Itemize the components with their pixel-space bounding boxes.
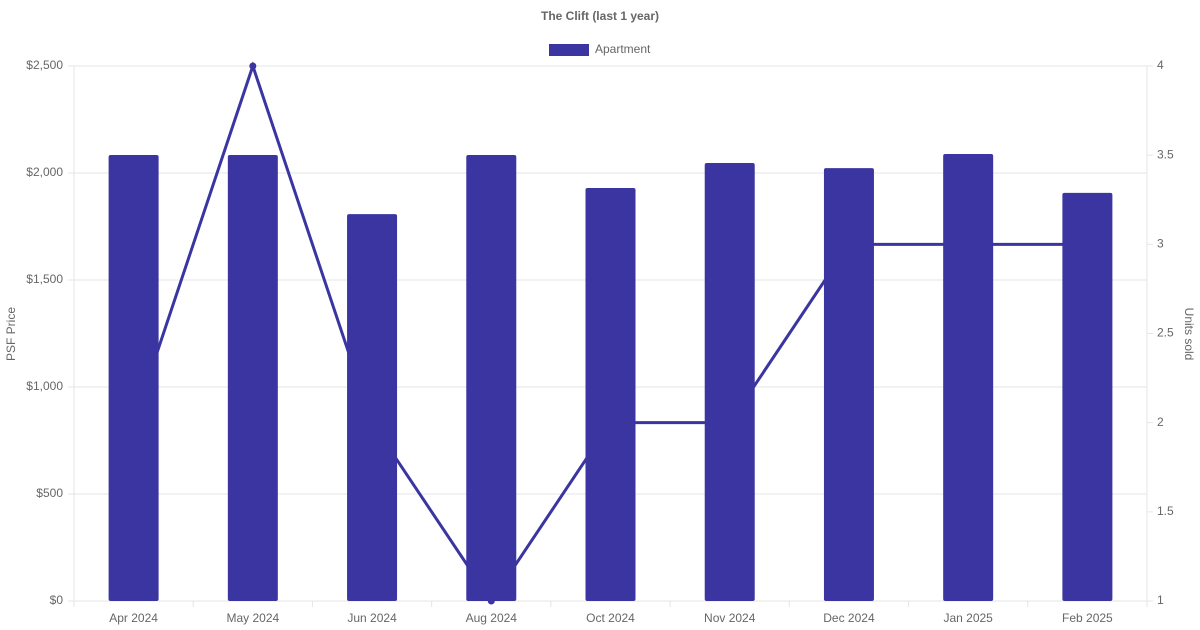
x-tick-label: Nov 2024 — [704, 611, 756, 625]
bar — [466, 155, 517, 602]
line-point — [249, 62, 257, 70]
legend-swatch — [549, 44, 589, 56]
x-tick-label: Jun 2024 — [347, 611, 397, 625]
y-tick-label: $1,000 — [26, 379, 63, 393]
chart-title: The Clift (last 1 year) — [541, 9, 659, 23]
y2-axis-label: Units sold — [1182, 308, 1196, 361]
x-tick-label: Dec 2024 — [823, 611, 875, 625]
y2-tick-label: 3 — [1157, 237, 1164, 251]
y2-tick-label: 3.5 — [1157, 147, 1174, 161]
bar — [943, 153, 994, 602]
y-tick-label: $2,500 — [26, 58, 63, 72]
y-tick-label: $0 — [50, 593, 64, 607]
legend-label: Apartment — [595, 42, 651, 56]
x-tick-label: Jan 2025 — [943, 611, 993, 625]
y-axis-label: PSF Price — [4, 307, 18, 361]
y-tick-label: $1,500 — [26, 272, 63, 286]
y2-tick-label: 2.5 — [1157, 326, 1174, 340]
y2-tick-label: 1 — [1157, 593, 1164, 607]
x-tick-label: Apr 2024 — [109, 611, 158, 625]
bar — [704, 162, 755, 601]
y2-tick-label: 2 — [1157, 415, 1164, 429]
x-tick-label: May 2024 — [226, 611, 279, 625]
y-tick-label: $500 — [36, 486, 63, 500]
x-tick-label: Aug 2024 — [466, 611, 518, 625]
y-tick-label: $2,000 — [26, 165, 63, 179]
bar — [347, 214, 398, 601]
x-tick-label: Oct 2024 — [586, 611, 635, 625]
bar — [108, 155, 159, 602]
x-tick-label: Feb 2025 — [1062, 611, 1113, 625]
bar — [823, 168, 874, 601]
bar — [1062, 192, 1113, 602]
y2-tick-label: 4 — [1157, 58, 1164, 72]
bar — [585, 187, 636, 602]
bar — [227, 155, 278, 602]
y2-tick-label: 1.5 — [1157, 504, 1174, 518]
